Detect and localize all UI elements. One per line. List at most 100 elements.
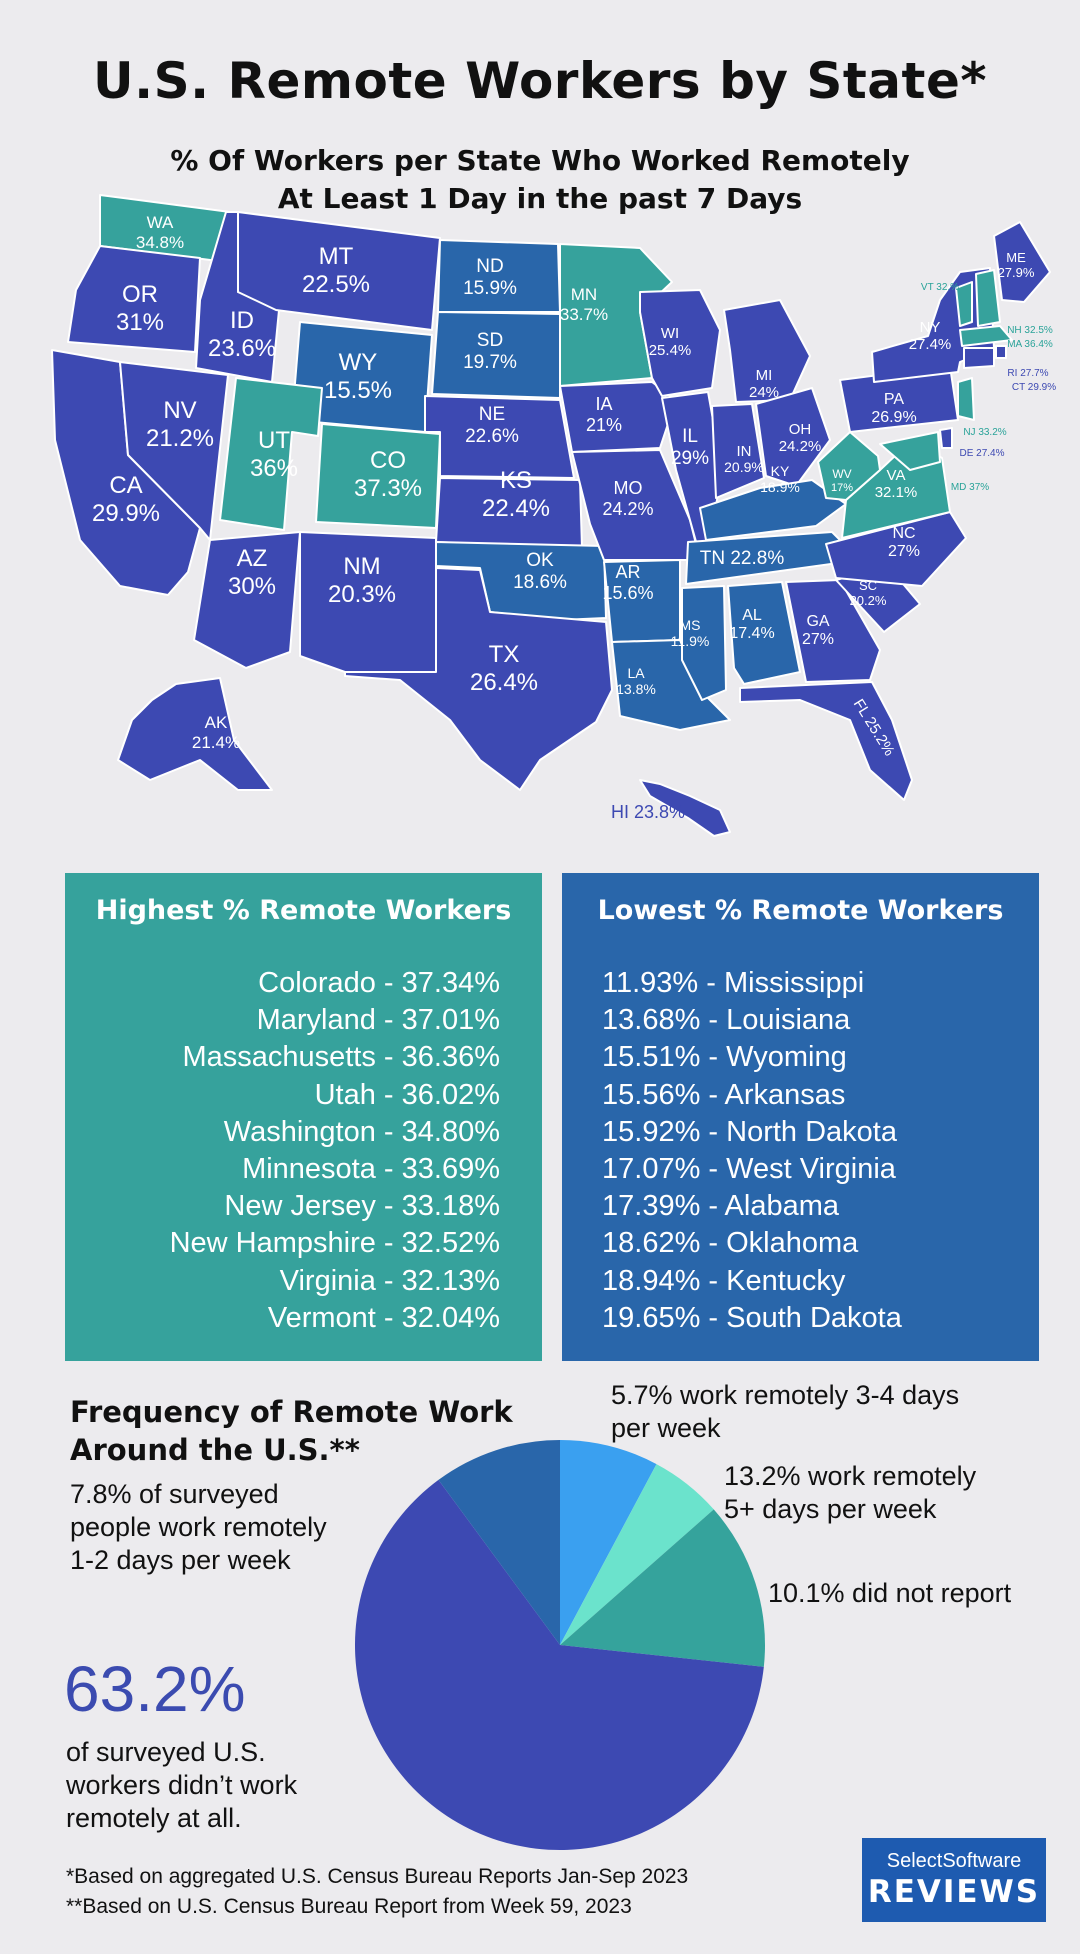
pie-slice [560, 1440, 657, 1645]
state-ct [963, 347, 995, 369]
note-line: of surveyed U.S. [66, 1737, 266, 1767]
state-hi [639, 779, 731, 837]
map-label-or: OR 31% [116, 281, 164, 336]
map-label-wy: WY 15.5% [324, 349, 392, 404]
map-label-ms: MS 11.9% [671, 617, 710, 649]
map-label-oh: OH 24.2% [779, 421, 822, 455]
state-ma [959, 325, 1013, 347]
map-label-hi: HI 23.8% [611, 802, 685, 822]
map-label-ri: RI 27.7% [1007, 368, 1048, 379]
map-label-nj: NJ 33.2% [963, 427, 1006, 438]
note-5-plus-days: 13.2% work remotely 5+ days per week [724, 1460, 976, 1526]
state-nj [957, 377, 975, 421]
list-item: Maryland - 37.01% [256, 1004, 500, 1037]
map-label-la: LA 13.8% [616, 665, 656, 697]
list-item: 18.94% - Kentucky [602, 1264, 846, 1297]
note-1-2-days: 7.8% of surveyed people work remotely 1-… [70, 1478, 327, 1577]
pie-slice [354, 1479, 764, 1850]
map-label-mt: MT 22.5% [302, 243, 370, 298]
list-item: 17.07% - West Virginia [602, 1153, 896, 1186]
list-item: 17.39% - Alabama [602, 1190, 839, 1223]
map-label-tn: TN 22.8% [700, 548, 785, 569]
map-label-ct: CT 29.9% [1012, 382, 1056, 393]
pie-slice [560, 1464, 714, 1645]
map-label-ny: NY 27.4% [909, 319, 952, 353]
note-line: 13.2% work remotely [724, 1461, 977, 1491]
state-ri [995, 345, 1007, 359]
state-in [711, 403, 765, 499]
list-item: Vermont - 32.04% [267, 1301, 500, 1334]
subtitle-line-1: % Of Workers per State Who Worked Remote… [170, 144, 910, 177]
state-sd [431, 311, 561, 399]
page-subtitle: % Of Workers per State Who Worked Remote… [0, 142, 1080, 218]
map-label-ar: AR 15.6% [602, 562, 653, 603]
map-label-me: ME 27.9% [998, 250, 1035, 280]
lowest-title: Lowest % Remote Workers [597, 895, 1004, 926]
note-line: 5+ days per week [724, 1494, 937, 1524]
page-title: U.S. Remote Workers by State* [92, 52, 988, 110]
state-or [67, 245, 201, 353]
lowest-panel: Lowest % Remote Workers 11.93% - Mississ… [562, 873, 1039, 1361]
list-item: 15.51% - Wyoming [602, 1041, 847, 1074]
selectsoftware-logo[interactable]: SelectSoftware REVIEWS [862, 1838, 1046, 1922]
note-line: remotely at all. [66, 1803, 242, 1833]
list-item: 11.93% - Mississippi [602, 967, 865, 999]
map-label-ok: OK 18.6% [513, 550, 567, 593]
state-ga [785, 579, 881, 683]
map-label-nv: NV 21.2% [146, 397, 214, 452]
state-ut [219, 377, 323, 531]
subtitle-line-2: At Least 1 Day in the past 7 Days [277, 182, 803, 215]
map-label-ut: UT 36% [250, 427, 298, 482]
us-choropleth-map: WA 34.8% OR 31% CA 29.9% NV 21.2% ID 23.6% MT 22.5%… [51, 194, 1056, 837]
map-label-in: IN 20.9% [724, 443, 764, 475]
frequency-title-line-1: Frequency of Remote Work [70, 1395, 513, 1429]
map-label-sd: SD 19.7% [463, 330, 517, 373]
state-me [993, 221, 1051, 303]
list-item: Utah - 36.02% [314, 1078, 500, 1111]
list-item: Washington - 34.80% [223, 1115, 500, 1148]
note-line: per week [611, 1413, 721, 1443]
list-item: Colorado - 37.34% [258, 967, 500, 999]
state-de [939, 427, 953, 449]
map-label-de: DE 27.4% [959, 448, 1004, 459]
logo-line-1: SelectSoftware [886, 1850, 1022, 1872]
frequency-title: Frequency of Remote Work Around the U.S.… [70, 1393, 513, 1469]
pie-slice [560, 1509, 765, 1667]
map-label-il: IL 29% [671, 426, 709, 469]
state-al [727, 581, 801, 685]
note-3-4-days: 5.7% work remotely 3-4 days per week [611, 1379, 959, 1445]
map-label-ak: AK 21.4% [192, 713, 240, 752]
state-oh [755, 387, 831, 487]
list-item: 19.65% - South Dakota [602, 1301, 902, 1334]
pie-slice [438, 1440, 560, 1645]
state-la [611, 639, 731, 731]
map-label-nh: NH 32.5% [1007, 325, 1053, 336]
highest-list: Colorado - 37.34% Maryland - 37.01% Mass… [170, 965, 500, 1337]
map-label-mo: MO 24.2% [602, 478, 653, 519]
map-label-nc: NC 27% [888, 525, 920, 560]
note-line: workers didn’t work [66, 1770, 298, 1800]
map-label-ne: NE 22.6% [465, 404, 519, 447]
frequency-pie-chart [354, 1440, 765, 1850]
footnote-1: *Based on aggregated U.S. Census Bureau … [66, 1865, 689, 1888]
logo-line-2: REVIEWS [867, 1874, 1041, 1910]
state-vt [955, 281, 973, 327]
footnote-2: **Based on U.S. Census Bureau Report fro… [66, 1895, 632, 1918]
state-wi [639, 289, 721, 397]
state-md [879, 431, 941, 471]
map-label-ks: KS 22.4% [482, 467, 550, 522]
map-label-mi: MI 24% [749, 367, 779, 401]
state-ne [424, 395, 575, 479]
list-item: Virginia - 32.13% [279, 1264, 500, 1297]
map-label-mn: MN 33.7% [560, 285, 608, 324]
map-label-md: MD 37% [951, 482, 989, 493]
note-line: 1-2 days per week [70, 1545, 291, 1575]
frequency-title-line-2: Around the U.S.** [70, 1433, 360, 1467]
map-label-az: AZ 30% [228, 545, 276, 600]
state-ak [117, 677, 273, 791]
map-label-id: ID 23.6% [208, 307, 276, 362]
map-label-tx: TX 26.4% [470, 641, 538, 696]
map-label-ga: GA 27% [802, 613, 834, 648]
map-label-ia: IA 21% [586, 394, 622, 435]
note-not-reported: 10.1% did not report [768, 1578, 1012, 1608]
